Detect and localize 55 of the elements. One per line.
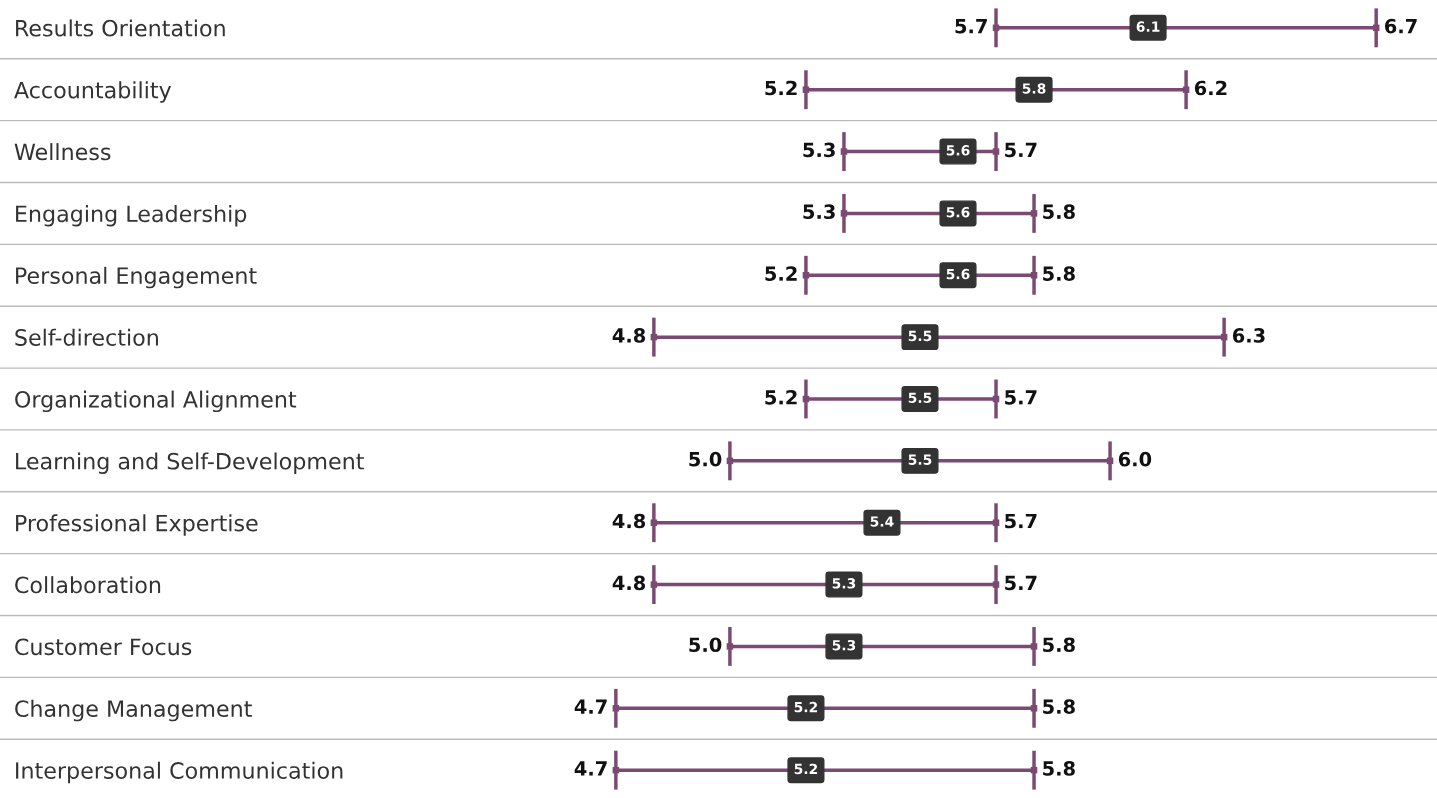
point (1182, 86, 1190, 93)
data-label: 5.0 (689, 451, 722, 467)
data-label: 5.2 (765, 266, 797, 281)
y-tick-label: Interpersonal Communication (16, 761, 343, 784)
point (726, 643, 734, 650)
y-tick-label: Learning and Self-Development (16, 452, 364, 474)
data-label: 6.3 (1232, 328, 1265, 343)
point (802, 272, 810, 279)
data-label: 5.8 (1043, 266, 1075, 281)
point (992, 519, 1000, 526)
data-label: 5.8 (1043, 637, 1075, 653)
point (802, 86, 810, 93)
data-label: 5.2 (765, 389, 797, 405)
data-label: 5.7 (1005, 142, 1037, 158)
point (840, 148, 848, 155)
data-label: 5.7 (1005, 575, 1037, 591)
point (650, 581, 658, 588)
data-label: 6.0 (1118, 451, 1152, 467)
point (1030, 210, 1038, 217)
data-label: 5.7 (1005, 390, 1037, 405)
data-label: 5.3 (803, 142, 835, 158)
y-tick-label: Personal Engagement (16, 266, 257, 289)
data-label: 5.3 (803, 204, 835, 220)
data-label: 4.8 (612, 328, 646, 343)
y-tick-label: Change Management (15, 699, 252, 722)
y-tick-label: Customer Focus (15, 638, 192, 656)
y-tick-label: Engaging Leadership (16, 204, 247, 227)
data-label: 5.8 (1043, 204, 1075, 220)
point (992, 581, 1000, 588)
data-label: 4.8 (612, 575, 646, 591)
y-tick-label: Accountability (14, 81, 172, 103)
point (1030, 272, 1038, 279)
y-tick-label: Organizational Alignment (15, 390, 297, 413)
y-tick-label: Professional Expertise (16, 514, 258, 536)
y-tick-label: Collaboration (15, 576, 161, 594)
data-label: 4.8 (612, 513, 646, 529)
data-label: 5.8 (1043, 699, 1075, 714)
data-label: 5.2 (765, 80, 797, 96)
data-label: 5.0 (689, 637, 722, 653)
point (840, 210, 848, 217)
point (992, 148, 1000, 155)
data-label: 4.7 (574, 761, 607, 776)
point (1030, 705, 1038, 712)
data-label: 5.7 (955, 19, 987, 34)
data-label: 4.7 (574, 699, 607, 714)
y-tick-label: Self-direction (15, 328, 158, 346)
data-label: 5.7 (1005, 513, 1037, 529)
data-label: 6.2 (1194, 80, 1227, 96)
point (612, 705, 620, 712)
data-label: 6.7 (1384, 18, 1417, 34)
y-tick-label: Wellness (14, 143, 111, 161)
point (1030, 643, 1038, 650)
point (650, 519, 658, 526)
data-label: 5.8 (1043, 761, 1075, 776)
y-tick-label: Results Orientation (16, 19, 225, 37)
